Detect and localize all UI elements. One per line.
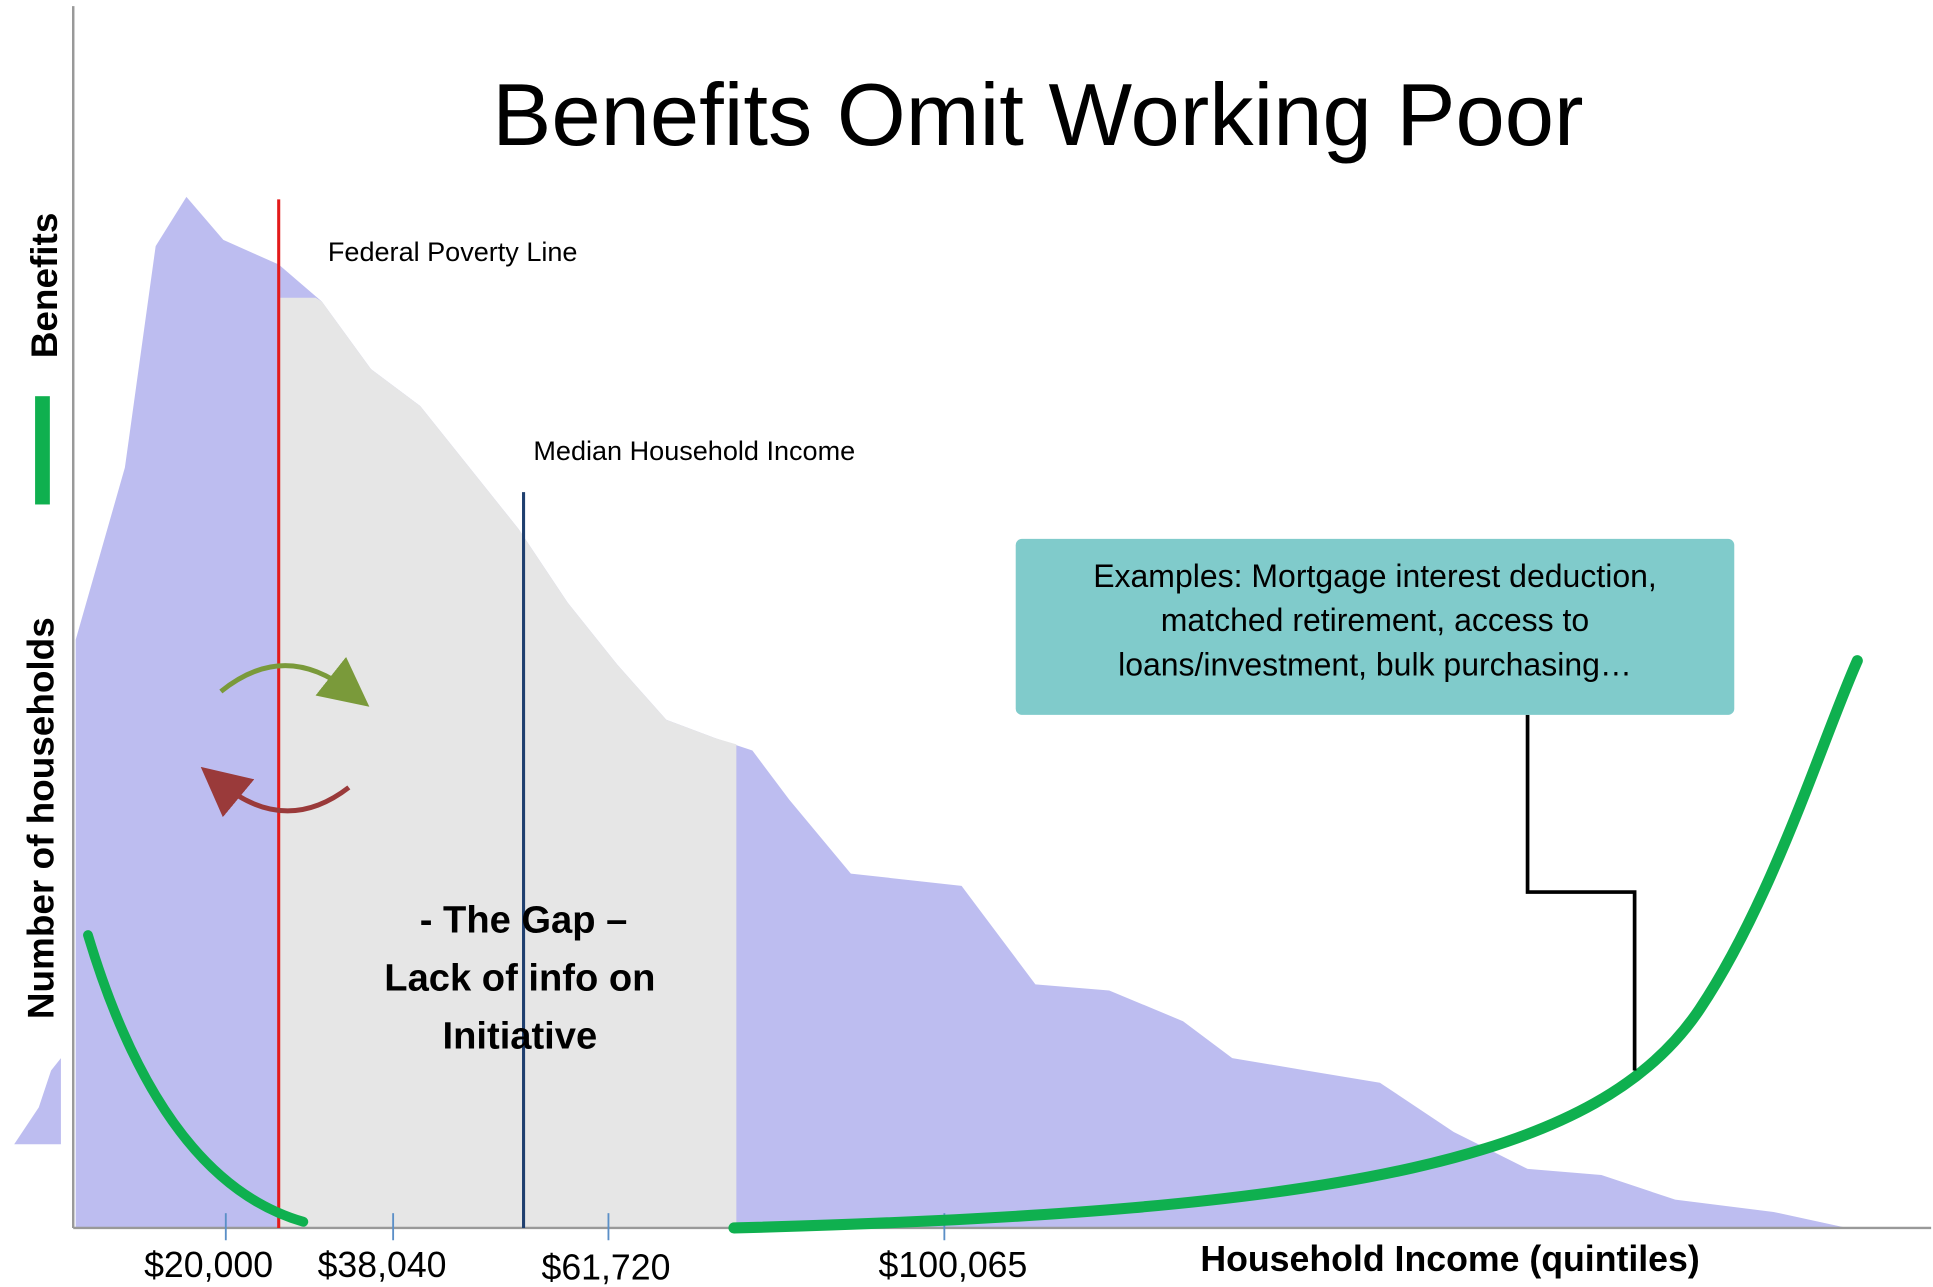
poverty-label: Federal Poverty Line [328, 237, 578, 267]
gap-area [278, 297, 737, 1228]
x-tick-label: $100,065 [879, 1245, 1028, 1285]
green-arrow [219, 656, 370, 707]
red-arrow [200, 766, 351, 818]
x-tick-label: $20,000 [144, 1245, 273, 1285]
x-tick-label: $61,720 [542, 1248, 671, 1287]
x-tick-label: $38,040 [318, 1245, 447, 1285]
benefits-curve-left [83, 930, 309, 1227]
examples-line: Examples: Mortgage interest deduction, [1093, 558, 1657, 594]
y-axis-label: Number of households [21, 617, 62, 1019]
x-axis-label: Household Income (quintiles) [1200, 1239, 1699, 1279]
examples-box [1015, 538, 1735, 715]
title: Benefits Omit Working Poor [492, 65, 1583, 164]
gap-line: - The Gap – [420, 899, 628, 942]
gap-line: Initiative [443, 1014, 598, 1057]
benefits-curve-right [728, 655, 1863, 1234]
benefits-legend-bar [35, 396, 50, 505]
median-label: Median Household Income [533, 436, 855, 466]
gap-line: Lack of info on [384, 956, 655, 999]
benefits-label: Benefits [24, 213, 65, 359]
examples-line: matched retirement, access to [1161, 602, 1589, 638]
left-sliver [14, 1058, 61, 1145]
connector [1525, 714, 1637, 1071]
examples-line: loans/investment, bulk purchasing… [1118, 646, 1632, 682]
x-ticks [224, 1213, 946, 1241]
